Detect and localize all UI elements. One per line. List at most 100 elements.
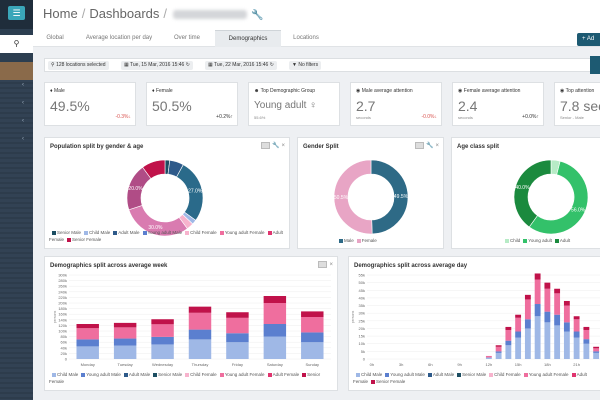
bar-segment[interactable] — [226, 333, 249, 343]
bar-segment[interactable] — [593, 352, 600, 359]
bar-segment[interactable] — [593, 351, 600, 353]
bar-segment[interactable] — [263, 324, 287, 337]
bar-segment[interactable] — [563, 331, 570, 359]
legend-item[interactable]: Senior Male — [49, 230, 81, 235]
bar-segment[interactable] — [563, 322, 570, 332]
bar-segment[interactable] — [76, 328, 99, 340]
legend-item[interactable]: Senior Female — [49, 372, 320, 384]
bar-segment[interactable] — [573, 319, 580, 332]
legend-item[interactable]: Young adult Female — [217, 230, 265, 235]
legend-item[interactable]: Adult — [552, 238, 570, 243]
bar-segment[interactable] — [151, 344, 174, 359]
table-icon[interactable] — [261, 142, 271, 149]
bar-segment[interactable] — [573, 337, 580, 359]
no-filters-chip[interactable]: ▼ No filters — [289, 61, 322, 70]
bar-segment[interactable] — [583, 343, 590, 359]
bar-segment[interactable] — [515, 314, 522, 318]
donut-slice[interactable] — [142, 159, 166, 180]
legend-item[interactable]: Adult Male — [425, 372, 454, 377]
legend-item[interactable]: Senior Male — [454, 372, 486, 377]
legend-item[interactable]: Child Female — [182, 372, 217, 377]
bar-segment[interactable] — [113, 322, 137, 328]
gender-split-donut[interactable]: 49.5% 50.5% — [332, 158, 410, 236]
table-icon[interactable] — [318, 261, 328, 268]
legend-item[interactable]: Child — [502, 238, 520, 243]
bar-segment[interactable] — [301, 311, 324, 317]
legend-item[interactable]: Adult Male — [110, 230, 140, 235]
bar-segment[interactable] — [485, 355, 492, 358]
legend-item[interactable]: Senior Male — [150, 372, 182, 377]
legend-item[interactable]: Adult Female — [265, 372, 299, 377]
legend-item[interactable]: Young adult Male — [382, 372, 425, 377]
bar-segment[interactable] — [505, 345, 512, 359]
bar-segment[interactable] — [113, 327, 137, 339]
chevron-left-icon[interactable]: ‹ — [22, 82, 24, 88]
date-to-filter[interactable]: ▦ Tue, 22 Mar, 2016 15:46 ↻ — [205, 61, 277, 70]
legend-item[interactable]: Adult Male — [121, 372, 150, 377]
bar-segment[interactable] — [573, 331, 580, 338]
tab-average-location-per-day[interactable]: Average location per day — [85, 35, 153, 41]
wrench-icon[interactable]: 🔧 — [426, 143, 434, 150]
gender-age-donut[interactable]: 27.0% 30.0% 20.0% — [125, 158, 205, 238]
date-from-filter[interactable]: ▦ Tue, 15 Mar, 2016 15:46 ↻ — [121, 61, 193, 70]
bar-segment[interactable] — [188, 306, 212, 313]
breadcrumb-dashboards[interactable]: Dashboards — [89, 6, 160, 21]
bar-segment[interactable] — [263, 296, 287, 303]
legend-item[interactable]: Child Male — [81, 230, 110, 235]
bar-segment[interactable] — [113, 338, 137, 346]
bar-segment[interactable] — [151, 324, 174, 337]
bar-segment[interactable] — [226, 342, 249, 359]
legend-item[interactable]: Child Female — [182, 230, 217, 235]
add-button[interactable]: + Ad — [577, 33, 600, 46]
bar-segment[interactable] — [534, 316, 541, 359]
menu-icon[interactable]: ☰ — [8, 6, 25, 20]
tab-over-time[interactable]: Over time — [173, 35, 200, 41]
wrench-icon[interactable]: 🔧 — [272, 143, 280, 150]
legend-item[interactable]: Child Male — [49, 372, 78, 377]
bar-segment[interactable] — [301, 342, 324, 359]
bar-segment[interactable] — [226, 312, 249, 318]
bar-segment[interactable] — [188, 312, 212, 330]
bar-segment[interactable] — [554, 314, 561, 326]
close-icon[interactable]: × — [281, 143, 285, 150]
bar-segment[interactable] — [301, 332, 324, 343]
bar-segment[interactable] — [188, 329, 212, 340]
chevron-left-icon[interactable]: ‹ — [22, 100, 24, 106]
legend-item[interactable]: Young adult Female — [217, 372, 265, 377]
bar-segment[interactable] — [534, 273, 541, 280]
table-icon[interactable] — [415, 142, 425, 149]
bar-segment[interactable] — [505, 326, 512, 330]
bar-segment[interactable] — [593, 346, 600, 349]
bar-segment[interactable] — [563, 305, 570, 323]
bar-segment[interactable] — [524, 299, 531, 320]
bar-segment[interactable] — [495, 346, 502, 352]
legend-item[interactable]: Young adult Male — [140, 230, 182, 235]
bar-segment[interactable] — [151, 319, 174, 325]
bar-segment[interactable] — [524, 328, 531, 359]
bar-segment[interactable] — [485, 357, 492, 359]
legend-item[interactable]: Adult Female — [49, 230, 283, 242]
close-icon[interactable]: × — [435, 143, 439, 150]
bar-segment[interactable] — [524, 294, 531, 300]
bar-segment[interactable] — [573, 316, 580, 320]
bar-segment[interactable] — [593, 348, 600, 352]
day-bar-chart[interactable]: 0 5k 10k 15k 20k 25k 30k 35k 40k 45k 50k 55k persons… — [349, 271, 600, 371]
legend-item[interactable]: Adult Female — [353, 372, 587, 384]
donut-slice[interactable] — [333, 159, 373, 235]
bar-segment[interactable] — [188, 339, 212, 359]
chevron-left-icon[interactable]: ‹ — [22, 118, 24, 124]
bar-segment[interactable] — [544, 282, 551, 289]
legend-item[interactable]: Female — [354, 238, 377, 243]
week-bar-chart[interactable]: 020k40k60k80k100k120k140k160k180k200k220… — [45, 271, 337, 371]
bar-segment[interactable] — [301, 317, 324, 333]
bar-segment[interactable] — [583, 329, 590, 340]
wrench-icon[interactable]: 🔧 — [251, 10, 264, 21]
bar-segment[interactable] — [113, 345, 137, 359]
bar-segment[interactable] — [583, 326, 590, 330]
bar-segment[interactable] — [263, 336, 287, 359]
bar-segment[interactable] — [515, 317, 522, 332]
sidebar-search[interactable]: ⚲ — [0, 35, 33, 53]
bar-segment[interactable] — [76, 324, 99, 329]
bar-segment[interactable] — [76, 339, 99, 347]
bar-segment[interactable] — [505, 329, 512, 341]
